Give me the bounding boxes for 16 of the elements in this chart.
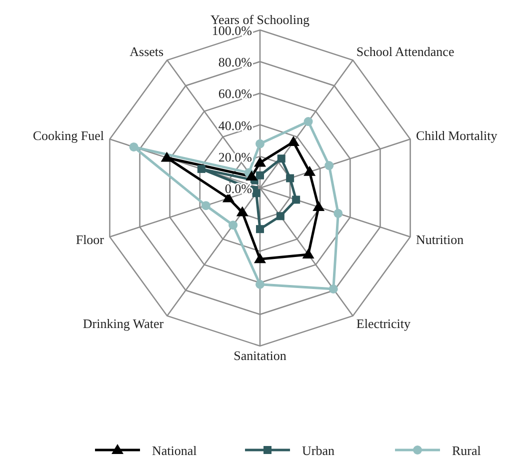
spoke-label: Sanitation (234, 348, 287, 363)
y-tick-label: 60.0% (218, 86, 252, 102)
y-tick-label: 40.0% (218, 118, 252, 133)
y-tick-label: 20.0% (218, 149, 252, 164)
legend-label: Rural (452, 443, 482, 458)
spoke-label: Cooking Fuel (32, 128, 104, 144)
legend-label: National (152, 443, 198, 458)
spoke-label: Floor (76, 232, 105, 247)
y-tick-label: 80.0% (218, 54, 252, 70)
spoke-label: Electricity (356, 316, 412, 331)
spoke-label: Assets (130, 44, 164, 60)
spoke-label: School Attendance (356, 44, 454, 60)
spoke-label: Drinking Water (82, 316, 164, 331)
legend-label: Urban (302, 443, 335, 458)
spoke-label: Nutrition (416, 232, 464, 247)
spoke-label: Child Mortality (416, 128, 498, 144)
